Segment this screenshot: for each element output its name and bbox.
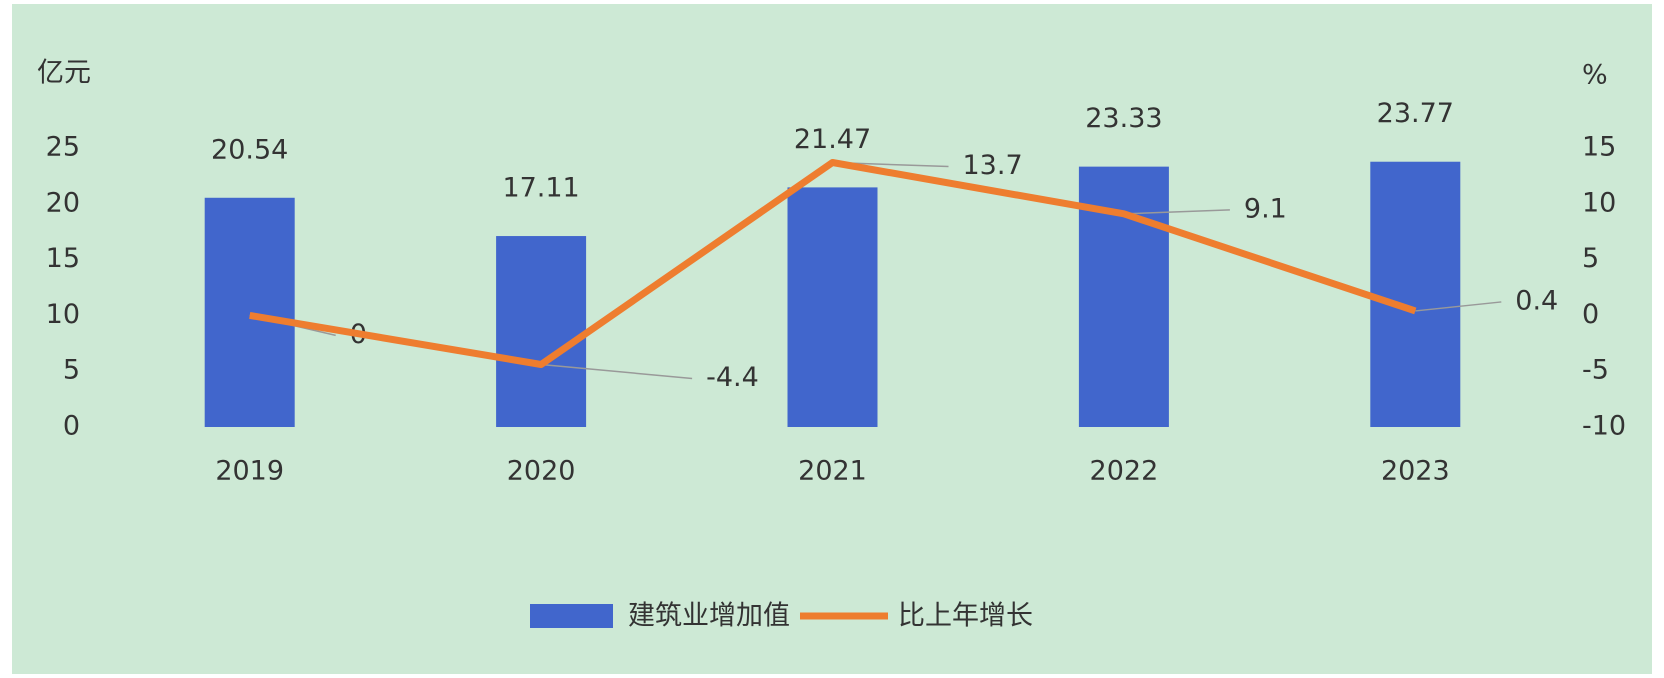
legend-swatch: [530, 604, 613, 628]
line-value-label: 0.4: [1515, 285, 1558, 316]
bar: [496, 236, 587, 427]
y2-tick-label: 10: [1582, 187, 1616, 218]
line-value-label: 9.1: [1244, 193, 1287, 224]
bar-value-label: 20.54: [211, 134, 288, 165]
bar: [787, 187, 878, 427]
x-tick-label: 2019: [215, 456, 284, 487]
y2-tick-label: 5: [1582, 243, 1599, 274]
line-value-label: 13.7: [963, 150, 1023, 181]
legend-label: 比上年增长: [898, 601, 1033, 632]
leader-line: [1123, 209, 1230, 215]
bar: [1370, 161, 1461, 427]
bar-value-label: 23.77: [1377, 98, 1454, 129]
line-value-label: -4.4: [706, 362, 759, 393]
bar-value-label: 17.11: [502, 173, 579, 204]
y2-tick-label: 0: [1582, 299, 1599, 330]
y-tick-label: 5: [63, 355, 80, 386]
bar: [204, 197, 295, 427]
y-axis-unit: 亿元: [37, 58, 91, 89]
x-tick-label: 2022: [1090, 456, 1159, 487]
y2-tick-label: -10: [1582, 411, 1626, 442]
leader-line: [541, 363, 693, 380]
x-tick-label: 2023: [1381, 456, 1450, 487]
y2-tick-label: 15: [1582, 132, 1616, 163]
y2-axis-unit: %: [1582, 60, 1608, 91]
leader-line: [1415, 301, 1502, 312]
x-tick-label: 2021: [798, 456, 867, 487]
bar-value-label: 23.33: [1085, 103, 1162, 134]
bar-value-label: 21.47: [794, 124, 871, 155]
y-tick-label: 15: [46, 243, 80, 274]
y2-tick-label: -5: [1582, 355, 1609, 386]
x-tick-label: 2020: [507, 456, 576, 487]
line-series: [249, 159, 1417, 369]
legend-label: 建筑业增加值: [628, 601, 790, 632]
y-tick-label: 20: [46, 187, 80, 218]
y-tick-label: 25: [46, 132, 80, 163]
y-tick-label: 0: [63, 411, 80, 442]
y-tick-label: 10: [46, 299, 80, 330]
